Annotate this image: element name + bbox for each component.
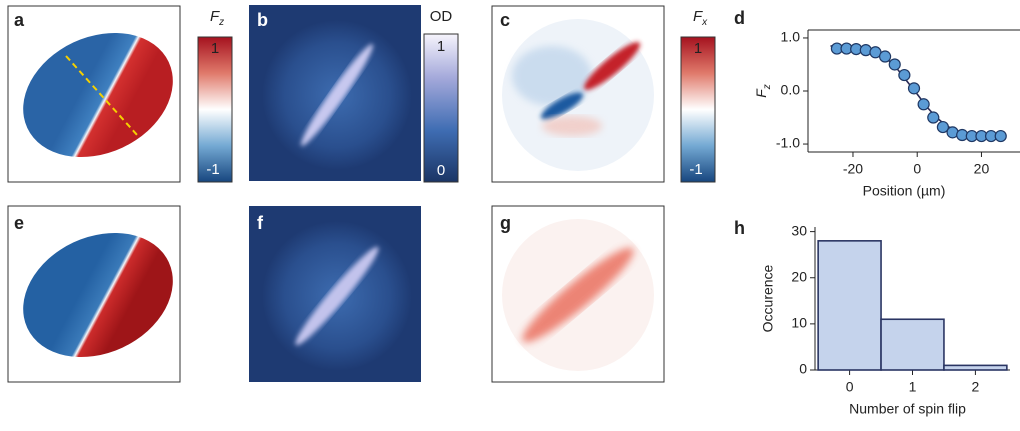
y-tick-label: 0 (799, 361, 807, 377)
spin-cloud (23, 232, 173, 358)
stripe (295, 246, 379, 346)
colorbar-tick: -1 (206, 161, 219, 178)
spin-cloud (23, 32, 173, 158)
image-panel-b (249, 5, 421, 181)
histogram-bar (943, 364, 1008, 371)
y-tick-label: 1.0 (781, 29, 801, 45)
patch (542, 116, 602, 136)
histogram-bar (880, 318, 945, 371)
y-tick-label: 20 (791, 268, 807, 284)
data-point (927, 111, 940, 124)
x-axis-label: Position (µm) (863, 183, 946, 199)
image-panel-f (249, 206, 421, 382)
x-axis-label: Number of spin flip (849, 401, 966, 417)
patch (512, 46, 592, 106)
symbol: F (753, 88, 769, 98)
y-tick-label: 0.0 (781, 82, 801, 98)
colorbar (423, 33, 459, 183)
colorbar-label: OD (430, 8, 453, 25)
colorbar-tick: -1 (689, 161, 702, 178)
data-point (917, 98, 930, 111)
x-tick-label: 0 (913, 161, 921, 177)
panel-label: f (257, 213, 264, 233)
panel-label: d (734, 8, 745, 28)
cut-line (65, 55, 139, 137)
x-tick-label: 2 (972, 379, 980, 395)
symbol: F (210, 8, 220, 25)
red-stripe (583, 42, 641, 90)
colorbar-label: Fx (693, 8, 708, 28)
data-point (878, 50, 892, 63)
panel-label: c (500, 10, 510, 30)
subscript: x (701, 17, 708, 28)
panel-label: h (734, 218, 745, 238)
data-point (907, 82, 921, 95)
colorbar (680, 36, 716, 183)
colorbar-tick: 1 (437, 38, 445, 55)
image-panel-g (491, 205, 665, 383)
data-point (898, 68, 911, 82)
x-tick-label: -20 (843, 161, 863, 177)
colorbar-tick: 0 (437, 162, 445, 179)
red-stripe (522, 247, 634, 343)
symbol: F (693, 8, 703, 25)
blue-blob (540, 92, 584, 120)
y-axis-label: Fz (753, 84, 773, 98)
subscript: z (218, 17, 224, 28)
data-point (994, 129, 1007, 143)
panel-label: e (14, 213, 24, 233)
colorbar-label: Fz (210, 8, 224, 28)
data-point (888, 58, 901, 71)
image-panel-c (491, 5, 665, 183)
y-axis-label: Occurence (760, 264, 776, 332)
colorbar-tick: 1 (694, 40, 702, 57)
stripe (300, 44, 374, 146)
x-tick-label: 20 (974, 161, 990, 177)
panel-label: b (257, 10, 268, 30)
panel-label: a (14, 10, 25, 30)
image-panel-a (7, 5, 181, 183)
y-tick-label: 10 (791, 315, 807, 331)
x-tick-label: 0 (846, 379, 854, 395)
colorbar-tick: 1 (211, 40, 219, 57)
image-panel-e (7, 205, 181, 383)
histogram-bar (817, 240, 882, 371)
y-tick-label: -1.0 (776, 135, 800, 151)
subscript: z (762, 84, 773, 90)
panel-label: g (500, 213, 511, 233)
colorbar (197, 36, 233, 183)
data-point (936, 120, 950, 134)
y-tick-label: 30 (791, 222, 807, 238)
x-tick-label: 1 (909, 379, 917, 395)
